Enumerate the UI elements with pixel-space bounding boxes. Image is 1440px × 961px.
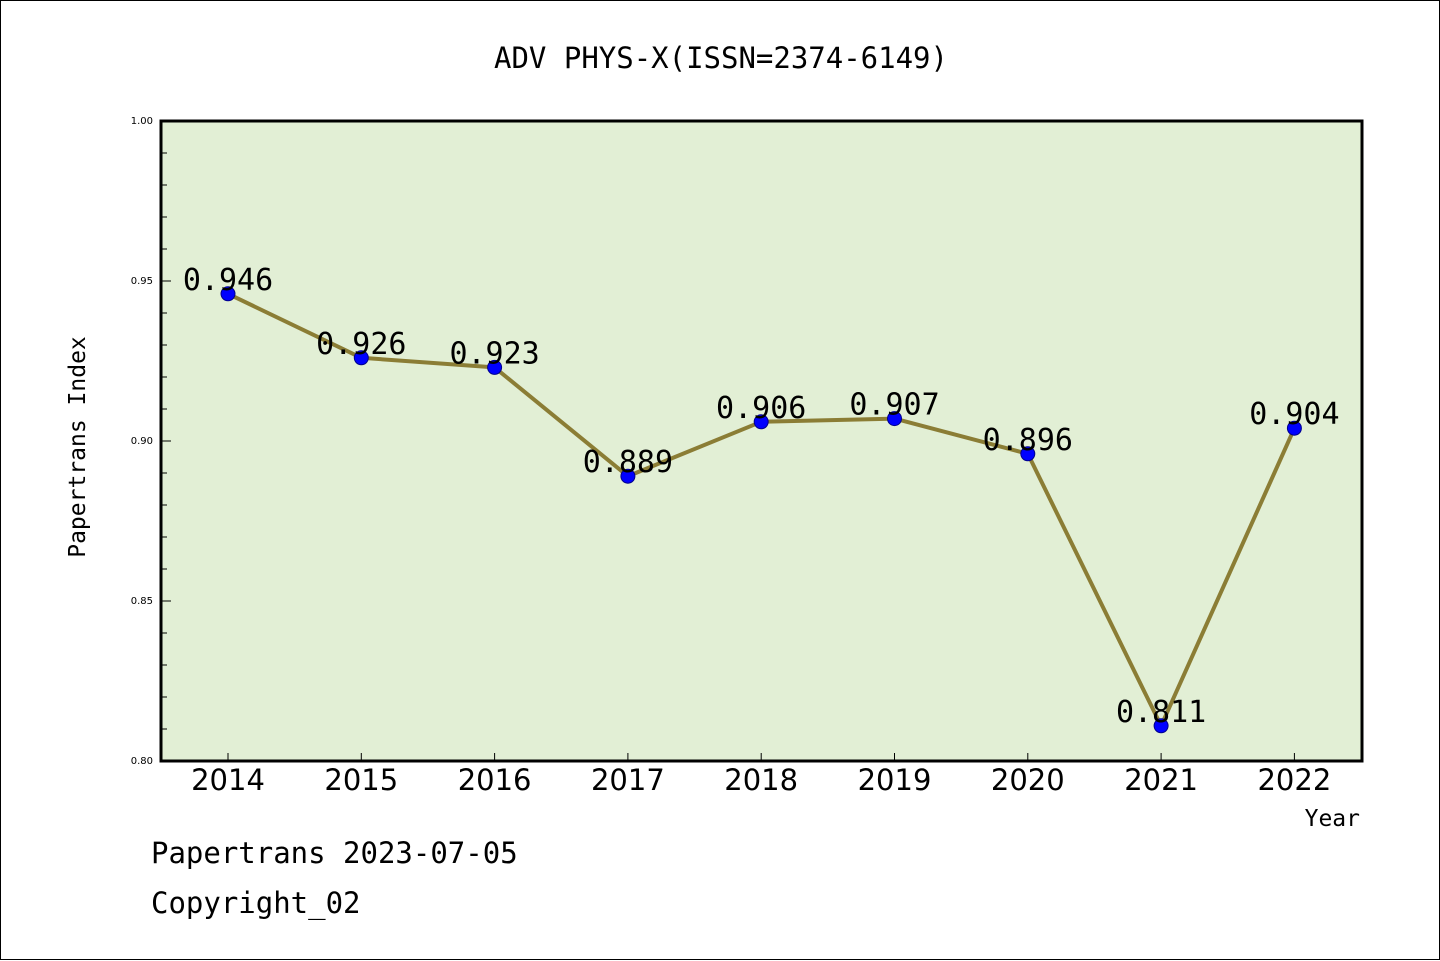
x-tick-label: 2018 bbox=[724, 763, 798, 797]
x-tick-label: 2020 bbox=[991, 763, 1065, 797]
x-axis: 2014 2015 2016 2017 2018 2019 2020 2021 2022 bbox=[191, 753, 1331, 797]
data-label: 0.889 bbox=[583, 445, 673, 480]
data-label: 0.904 bbox=[1249, 397, 1339, 432]
footer-copyright-text: Copyright_02 bbox=[151, 886, 361, 920]
x-tick-label: 2016 bbox=[458, 763, 532, 797]
data-label: 0.896 bbox=[983, 423, 1073, 458]
y-tick-label: 0.85 bbox=[131, 596, 153, 607]
data-point bbox=[353, 350, 369, 366]
x-tick-label: 2015 bbox=[324, 763, 398, 797]
y-tick-label: 0.80 bbox=[131, 756, 153, 767]
data-point bbox=[1286, 420, 1302, 436]
data-point bbox=[1020, 446, 1036, 462]
data-label: 0.811 bbox=[1116, 695, 1206, 730]
data-label: 0.907 bbox=[849, 388, 939, 423]
x-tick-label: 2021 bbox=[1124, 763, 1198, 797]
data-point bbox=[487, 359, 503, 375]
plot-border bbox=[159, 119, 1364, 763]
x-tick-label: 2014 bbox=[191, 763, 265, 797]
chart-title: ADV PHYS-X(ISSN=2374-6149) bbox=[494, 41, 948, 75]
data-point bbox=[753, 414, 769, 430]
data-label: 0.946 bbox=[183, 263, 273, 298]
y-tick-label: 0.90 bbox=[131, 436, 153, 447]
footer-date-text: Papertrans 2023-07-05 bbox=[151, 836, 518, 870]
plot-area bbox=[161, 121, 1362, 761]
data-labels: 0.946 0.926 0.923 0.889 0.906 0.907 0.896 0.811… bbox=[183, 263, 1340, 730]
y-axis-label: Papertrans Index bbox=[65, 336, 91, 558]
y-tick-label: 1.00 bbox=[131, 116, 153, 127]
x-tick-label: 2019 bbox=[858, 763, 932, 797]
data-label: 0.926 bbox=[316, 327, 406, 362]
data-label: 0.923 bbox=[449, 336, 539, 371]
x-tick-label: 2017 bbox=[591, 763, 665, 797]
y-tick-label: 0.95 bbox=[131, 276, 153, 287]
data-label: 0.906 bbox=[716, 391, 806, 426]
x-tick-label: 2022 bbox=[1257, 763, 1331, 797]
data-point bbox=[620, 468, 636, 484]
data-point bbox=[220, 286, 236, 302]
data-point bbox=[887, 411, 902, 427]
x-axis-label: Year bbox=[1305, 806, 1360, 832]
data-point bbox=[1153, 718, 1169, 734]
series-papertrans-index bbox=[220, 286, 1302, 734]
